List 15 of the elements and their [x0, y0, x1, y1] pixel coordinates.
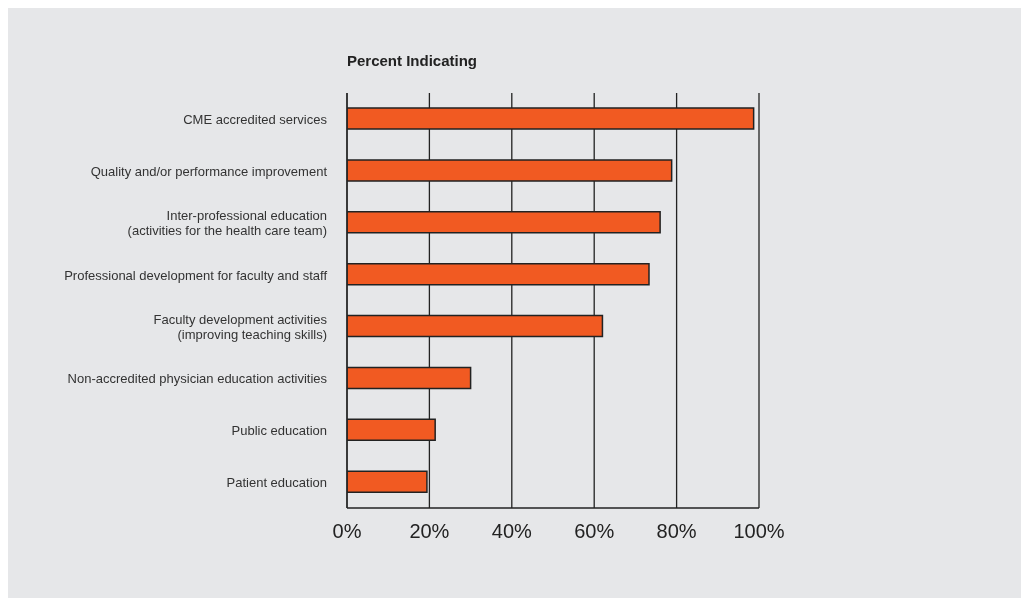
y-tick-label: CME accredited services — [183, 111, 328, 127]
x-tick-label: 0% — [332, 520, 362, 543]
x-tick-label: 80% — [656, 520, 697, 543]
chart-title: Percent Indicating — [347, 52, 478, 69]
x-tick-label: 40% — [491, 520, 533, 543]
x-tick-label: 20% — [409, 520, 450, 543]
y-tick-label: Professional development for faculty and staff — [64, 267, 328, 283]
y-tick-label: Inter-professional education (activities for the health care team) — [127, 207, 327, 238]
x-tick-label: 60% — [574, 520, 615, 543]
y-tick-label: Faculty development activities (improving teaching skills) — [153, 311, 328, 342]
y-tick-label: Public education — [231, 422, 327, 438]
y-tick-label: Patient education — [226, 474, 327, 490]
x-tick-label: 100% — [733, 520, 785, 543]
y-tick-label: Non-accredited physician education activities — [67, 370, 328, 386]
y-tick-label: Quality and/or performance improvement — [90, 163, 328, 179]
